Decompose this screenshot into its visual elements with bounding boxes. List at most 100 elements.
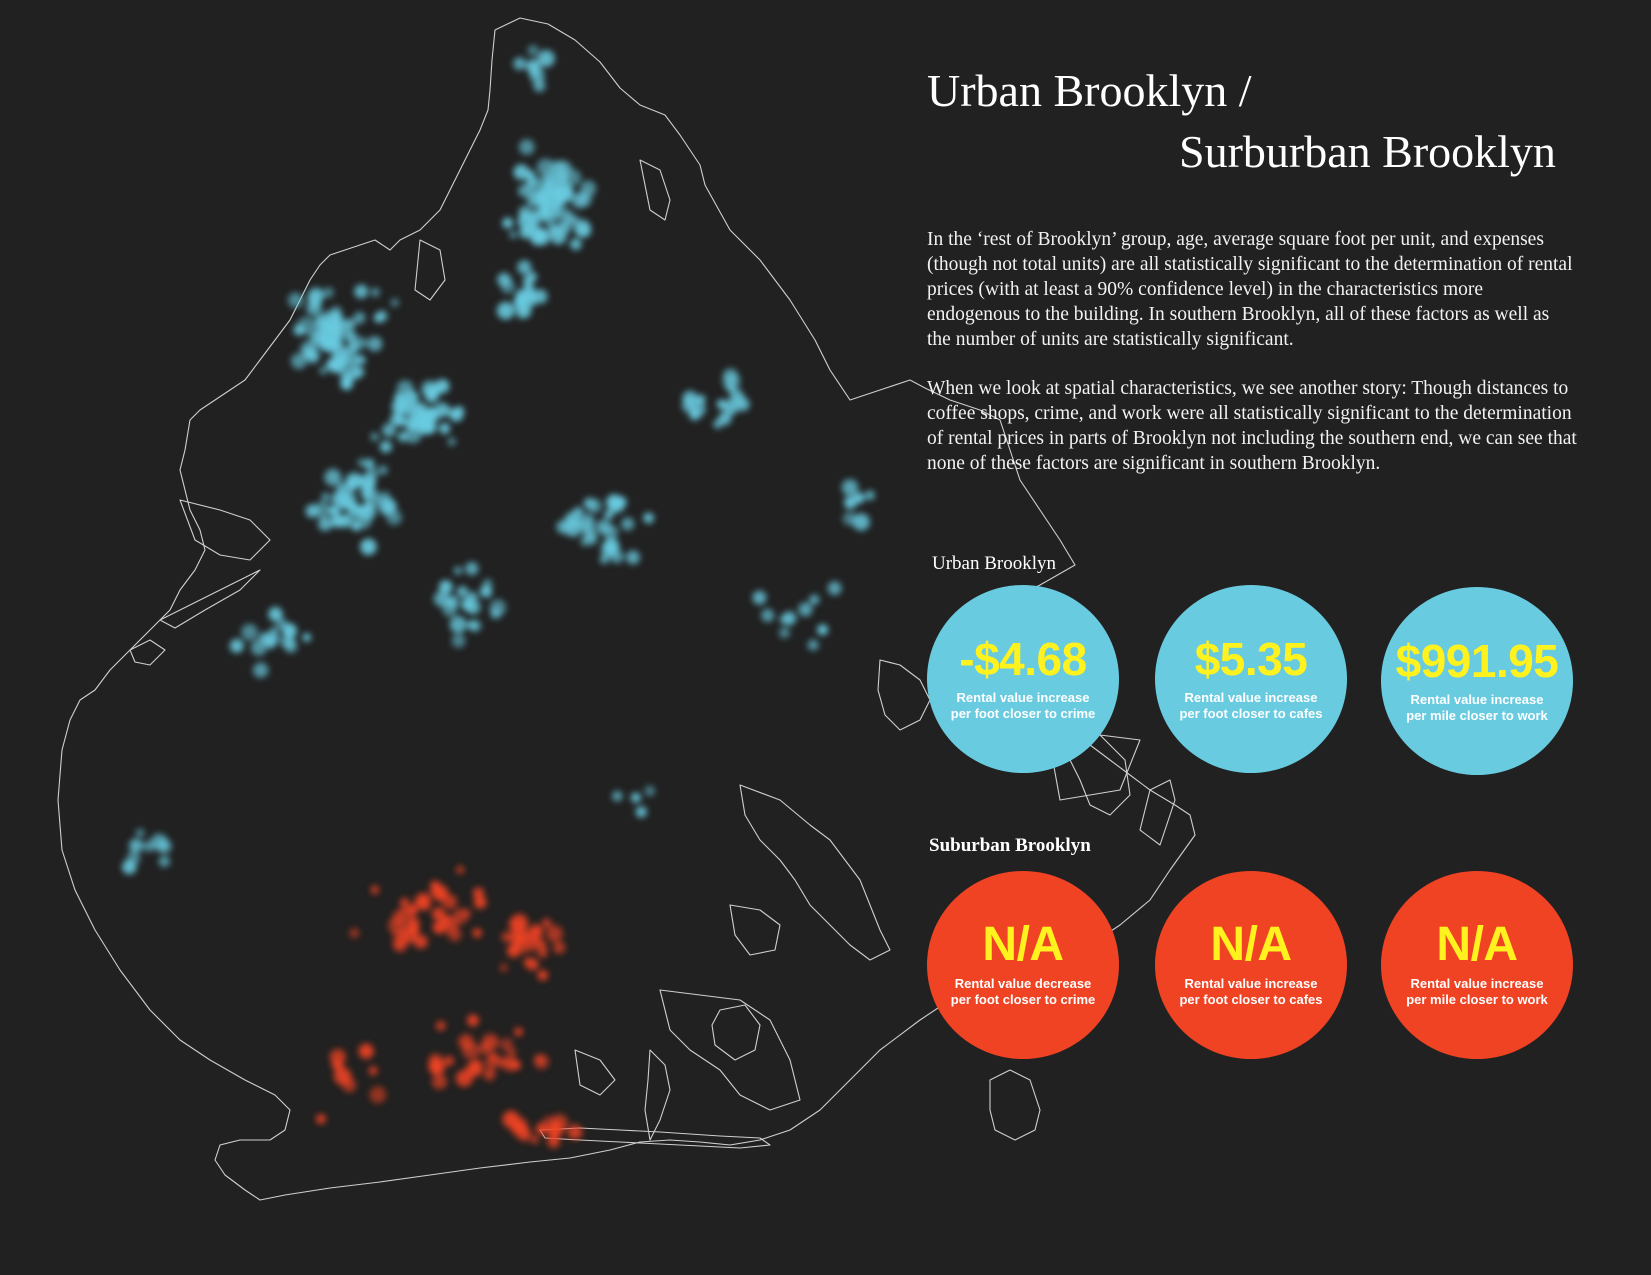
listing-point bbox=[489, 1052, 498, 1062]
listing-point bbox=[722, 368, 739, 384]
listing-point bbox=[517, 184, 531, 198]
listing-point bbox=[458, 1034, 474, 1050]
listing-point bbox=[373, 313, 384, 323]
listing-point bbox=[408, 926, 418, 936]
listing-point bbox=[553, 941, 566, 954]
stat-caption-line-2: per mile closer to work bbox=[1406, 708, 1548, 723]
listing-point bbox=[798, 602, 813, 617]
listing-point bbox=[540, 181, 552, 193]
listing-point bbox=[499, 963, 508, 972]
listing-point bbox=[360, 486, 374, 500]
listing-point bbox=[392, 909, 408, 926]
listing-point bbox=[142, 840, 155, 853]
listing-point bbox=[435, 379, 450, 394]
listing-point bbox=[483, 1068, 496, 1081]
listing-point bbox=[865, 490, 875, 501]
listing-point bbox=[507, 930, 522, 945]
listing-point bbox=[437, 403, 451, 418]
listing-point bbox=[841, 479, 859, 496]
listing-point bbox=[157, 839, 172, 854]
listing-point bbox=[844, 496, 857, 510]
stat-caption: Rental value decrease per foot closer to… bbox=[938, 976, 1108, 1008]
listing-point bbox=[351, 520, 362, 532]
listing-point bbox=[366, 467, 379, 480]
listing-point bbox=[718, 412, 732, 426]
listing-point bbox=[349, 928, 360, 938]
listing-point bbox=[421, 425, 431, 435]
listing-point bbox=[331, 344, 349, 363]
listing-point bbox=[529, 68, 546, 84]
listing-point bbox=[382, 423, 396, 438]
stat-caption: Rental value increase per mile closer to… bbox=[1392, 692, 1562, 724]
listing-point bbox=[332, 324, 344, 335]
urban-cafe-stat: $5.35 Rental value increase per foot clo… bbox=[1155, 585, 1347, 773]
page-title-line-2: Surburban Brooklyn bbox=[1179, 126, 1556, 177]
listing-point bbox=[449, 616, 467, 634]
listing-point bbox=[344, 330, 357, 343]
stat-value: $991.95 bbox=[1395, 635, 1559, 687]
listing-point bbox=[537, 970, 549, 981]
listing-point bbox=[417, 897, 431, 911]
listing-point bbox=[577, 191, 593, 207]
listing-point bbox=[229, 638, 244, 653]
listing-point bbox=[318, 516, 333, 532]
listing-point bbox=[467, 1014, 479, 1027]
listing-point bbox=[456, 865, 465, 874]
listing-point bbox=[514, 1027, 523, 1037]
listing-point bbox=[513, 164, 530, 181]
listing-point bbox=[433, 591, 450, 607]
listing-point bbox=[565, 169, 582, 186]
listing-point bbox=[357, 458, 367, 467]
listing-point bbox=[462, 908, 472, 918]
listing-point bbox=[268, 607, 283, 622]
suburban-listing-points bbox=[316, 865, 583, 1148]
listing-point bbox=[578, 513, 595, 530]
listing-point bbox=[635, 806, 647, 818]
listing-point bbox=[537, 948, 548, 958]
listing-point bbox=[436, 1021, 446, 1031]
listing-point bbox=[439, 422, 451, 435]
listing-point bbox=[596, 519, 612, 535]
listing-point bbox=[431, 1074, 448, 1090]
listing-point bbox=[469, 1059, 484, 1074]
listing-point bbox=[546, 925, 563, 942]
listing-point bbox=[406, 904, 418, 916]
listing-point bbox=[587, 498, 602, 513]
listing-point bbox=[345, 472, 363, 490]
listing-point bbox=[379, 491, 391, 503]
stat-value: N/A bbox=[982, 918, 1064, 971]
listing-point bbox=[500, 1038, 513, 1052]
listing-point bbox=[779, 614, 789, 625]
listing-point bbox=[353, 311, 366, 324]
listing-point bbox=[328, 505, 341, 517]
urban-section-label: Urban Brooklyn bbox=[932, 553, 1057, 574]
listing-point bbox=[438, 580, 453, 594]
listing-point bbox=[537, 50, 555, 68]
stat-caption-line-1: Rental value decrease bbox=[954, 976, 1092, 991]
listing-point bbox=[473, 895, 487, 909]
listing-point bbox=[406, 916, 420, 930]
listing-point bbox=[454, 405, 465, 416]
listing-point bbox=[386, 509, 402, 526]
listing-point bbox=[852, 513, 870, 531]
listing-point bbox=[368, 1066, 378, 1076]
listing-point bbox=[729, 389, 744, 404]
listing-point bbox=[530, 1135, 539, 1144]
listing-point bbox=[158, 855, 170, 868]
stat-caption-line-1: Rental value increase bbox=[1184, 690, 1318, 705]
listing-point bbox=[379, 440, 392, 453]
listing-point bbox=[391, 399, 408, 415]
listing-point bbox=[348, 341, 360, 353]
listing-point bbox=[510, 1059, 521, 1071]
listing-point bbox=[321, 492, 331, 502]
listing-point bbox=[403, 425, 422, 444]
listing-point bbox=[515, 305, 530, 320]
listing-point bbox=[353, 354, 365, 366]
listing-point bbox=[602, 537, 620, 555]
stat-caption-line-2: per foot closer to crime bbox=[950, 992, 1096, 1007]
listing-point bbox=[510, 913, 529, 932]
suburban-crime-stat: N/A Rental value decrease per foot close… bbox=[927, 871, 1119, 1059]
listing-point bbox=[599, 555, 609, 564]
listing-point bbox=[428, 1053, 443, 1068]
listing-point bbox=[306, 300, 322, 317]
